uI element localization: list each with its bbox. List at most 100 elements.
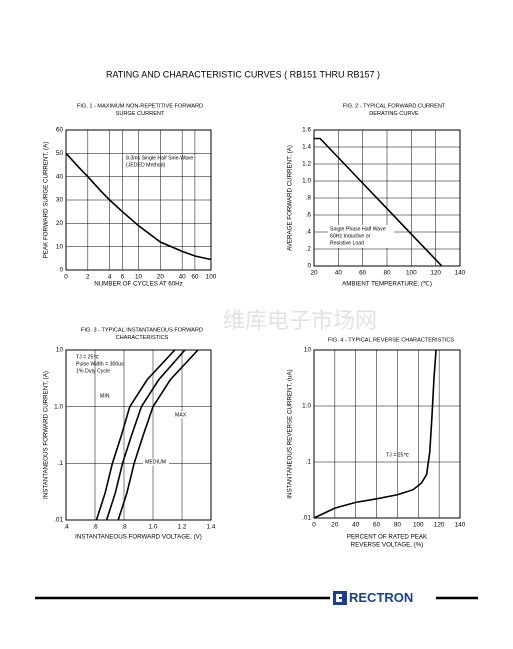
annotation: 1% Duty Cycle	[76, 368, 110, 374]
x-tick-label: 60	[191, 274, 199, 281]
y-tick-label: 0	[307, 263, 311, 270]
figure-title: FIG. 4 - TYPICAL REVERSE CHARACTERISTICS	[328, 337, 454, 343]
y-tick-label: 10	[56, 243, 64, 250]
x-tick-label: 80	[394, 522, 402, 529]
y-tick-label: 1.2	[302, 161, 311, 168]
x-tick-label: 1.2	[178, 524, 187, 531]
x-tick-label: 40	[335, 270, 343, 277]
y-tick-label: .8	[306, 195, 312, 202]
x-tick-label: 140	[455, 522, 466, 529]
x-tick-label: 120	[430, 270, 441, 277]
x-tick-label: 1.0	[149, 524, 158, 531]
x-tick-label: 20	[331, 522, 339, 529]
x-axis-label: AMBIENT TEMPERATURE, (℃)	[342, 281, 432, 288]
x-tick-label: 0	[64, 274, 68, 281]
figure-title: SURGE CURRENT	[116, 111, 165, 117]
x-tick-label: 40	[179, 274, 187, 281]
y-tick-label: 20	[56, 220, 64, 227]
figure-title: FIG. 2 - TYPICAL FORWARD CURRENT	[343, 103, 446, 109]
y-axis-label: INSTANTANEOUS FORWARD CURRENT, (A)	[43, 371, 50, 499]
series-label-bg	[98, 392, 114, 400]
x-tick-label: 100	[206, 274, 217, 281]
y-axis-label: PEAK FORWARD SURGE CURRENT, (A)	[43, 142, 50, 259]
x-tick-label: 1.4	[207, 524, 216, 531]
figure-title: CHARACTERISTICS	[116, 335, 169, 341]
annotation: TJ = 25℃	[386, 452, 409, 458]
y-tick-label: .4	[306, 229, 312, 236]
y-tick-label: 1.4	[302, 144, 311, 151]
x-axis-label: PERCENT OF RATED PEAK	[347, 534, 428, 541]
series-label-bg	[143, 458, 169, 466]
y-tick-label: 1.0	[302, 403, 311, 410]
x-tick-label: 10	[135, 274, 143, 281]
curve	[117, 349, 199, 521]
curve	[105, 349, 186, 521]
annotation: Resistive Load	[330, 240, 364, 246]
x-tick-label: 120	[434, 522, 445, 529]
x-tick-label: 140	[455, 270, 466, 277]
y-tick-label: 1.0	[302, 178, 311, 185]
y-tick-label: 60	[56, 127, 64, 134]
x-tick-label: 0	[312, 522, 316, 529]
curve	[65, 152, 212, 261]
plot-frame	[313, 349, 461, 519]
x-tick-label: 100	[413, 522, 424, 529]
x-tick-label: 40	[352, 522, 360, 529]
series-label-bg	[173, 411, 189, 419]
plot-frame	[313, 129, 461, 267]
y-tick-label: 0	[59, 267, 63, 274]
y-tick-label: 1.6	[302, 127, 311, 134]
annotation: 8.3ms Single Half Sine-Wave	[126, 155, 193, 161]
annotation: Single Phase Half Wave	[330, 226, 386, 232]
y-tick-label: .6	[306, 212, 312, 219]
y-tick-label: 30	[56, 197, 64, 204]
annotation: Pulse Width = 300us	[76, 361, 124, 367]
x-tick-label: 80	[383, 270, 391, 277]
y-tick-label: 10	[304, 347, 312, 354]
x-axis-label: INSTANTANEOUS FORWARD VOLTAGE, (V)	[75, 534, 202, 541]
x-tick-label: 60	[359, 270, 367, 277]
x-tick-label: 6	[121, 274, 125, 281]
y-tick-label: 10	[56, 347, 64, 354]
x-tick-label: .8	[121, 524, 127, 531]
page-title: RATING AND CHARACTERISTIC CURVES ( RB151…	[106, 69, 380, 79]
x-tick-label: 2	[86, 274, 90, 281]
series-label: MIN	[100, 393, 110, 399]
series-label: MEDIUM	[145, 459, 166, 465]
y-tick-label: 50	[56, 150, 64, 157]
y-tick-label: .1	[306, 459, 312, 466]
x-tick-label: 100	[406, 270, 417, 277]
logo-icon	[333, 591, 347, 605]
y-axis-label: AVERAGE FORWARD CURRENT, (A)	[287, 145, 294, 251]
y-tick-label: .1	[58, 460, 64, 467]
y-tick-label: .01	[302, 515, 311, 522]
curve	[314, 137, 443, 267]
x-tick-label: 20	[310, 270, 318, 277]
x-axis-label: REVERSE VOLTAGE, (%)	[351, 542, 424, 549]
y-axis-label: INSTANTANEOUS REVERSE CURRENT, (uA)	[287, 369, 294, 498]
y-tick-label: .2	[306, 246, 312, 253]
x-tick-label: .4	[63, 524, 69, 531]
annotation: TJ = 25℃	[76, 354, 99, 360]
x-tick-label: 60	[373, 522, 381, 529]
figure-title: DERATING CURVE	[369, 111, 419, 117]
figure-title: FIG. 1 - MAXIMUM NON-REPETITIVE FORWARD	[77, 103, 203, 109]
logo-icon-mark	[336, 594, 342, 602]
x-tick-label: .6	[92, 524, 98, 531]
x-tick-label: 20	[157, 274, 165, 281]
plot-frame	[65, 129, 212, 271]
annotation-box	[328, 225, 394, 248]
x-tick-label: 4	[108, 274, 112, 281]
y-tick-label: .01	[54, 517, 63, 524]
curve	[313, 349, 437, 519]
series-label: MAX	[175, 412, 187, 418]
watermark: 维库电子市场网	[223, 308, 377, 333]
x-axis-label: NUMBER OF CYCLES AT 60Hz	[94, 281, 182, 288]
figure-title: FIG. 3 - TYPICAL INSTANTANEOUS FORWARD	[81, 327, 203, 333]
curve	[95, 349, 176, 521]
plot-frame	[65, 349, 212, 521]
logo-text: RECTRON	[349, 590, 413, 605]
annotation: (JEDED Method)	[126, 162, 165, 168]
y-tick-label: 1.0	[54, 403, 63, 410]
